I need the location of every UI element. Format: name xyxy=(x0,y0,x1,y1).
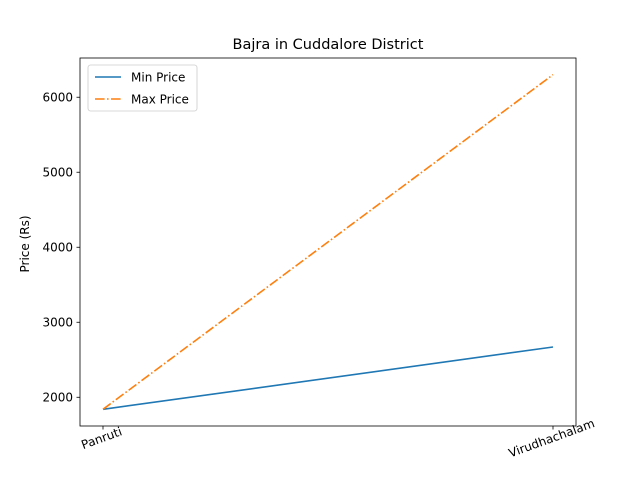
series-line-max-price xyxy=(102,74,554,410)
y-tick-label: 5000 xyxy=(42,166,73,180)
legend-label: Max Price xyxy=(131,92,189,106)
chart-title: Bajra in Cuddalore District xyxy=(233,37,424,53)
y-tick-label: 2000 xyxy=(42,391,73,405)
y-tick-label: 3000 xyxy=(42,316,73,330)
y-tick-label: 6000 xyxy=(42,91,73,105)
axes-frame xyxy=(79,57,577,427)
y-axis-label: Price (Rs) xyxy=(18,215,32,272)
series-line-min-price xyxy=(102,346,554,411)
legend-label: Min Price xyxy=(131,70,185,84)
y-tick-label: 4000 xyxy=(42,241,73,255)
legend: Min Price Max Price xyxy=(87,64,198,112)
